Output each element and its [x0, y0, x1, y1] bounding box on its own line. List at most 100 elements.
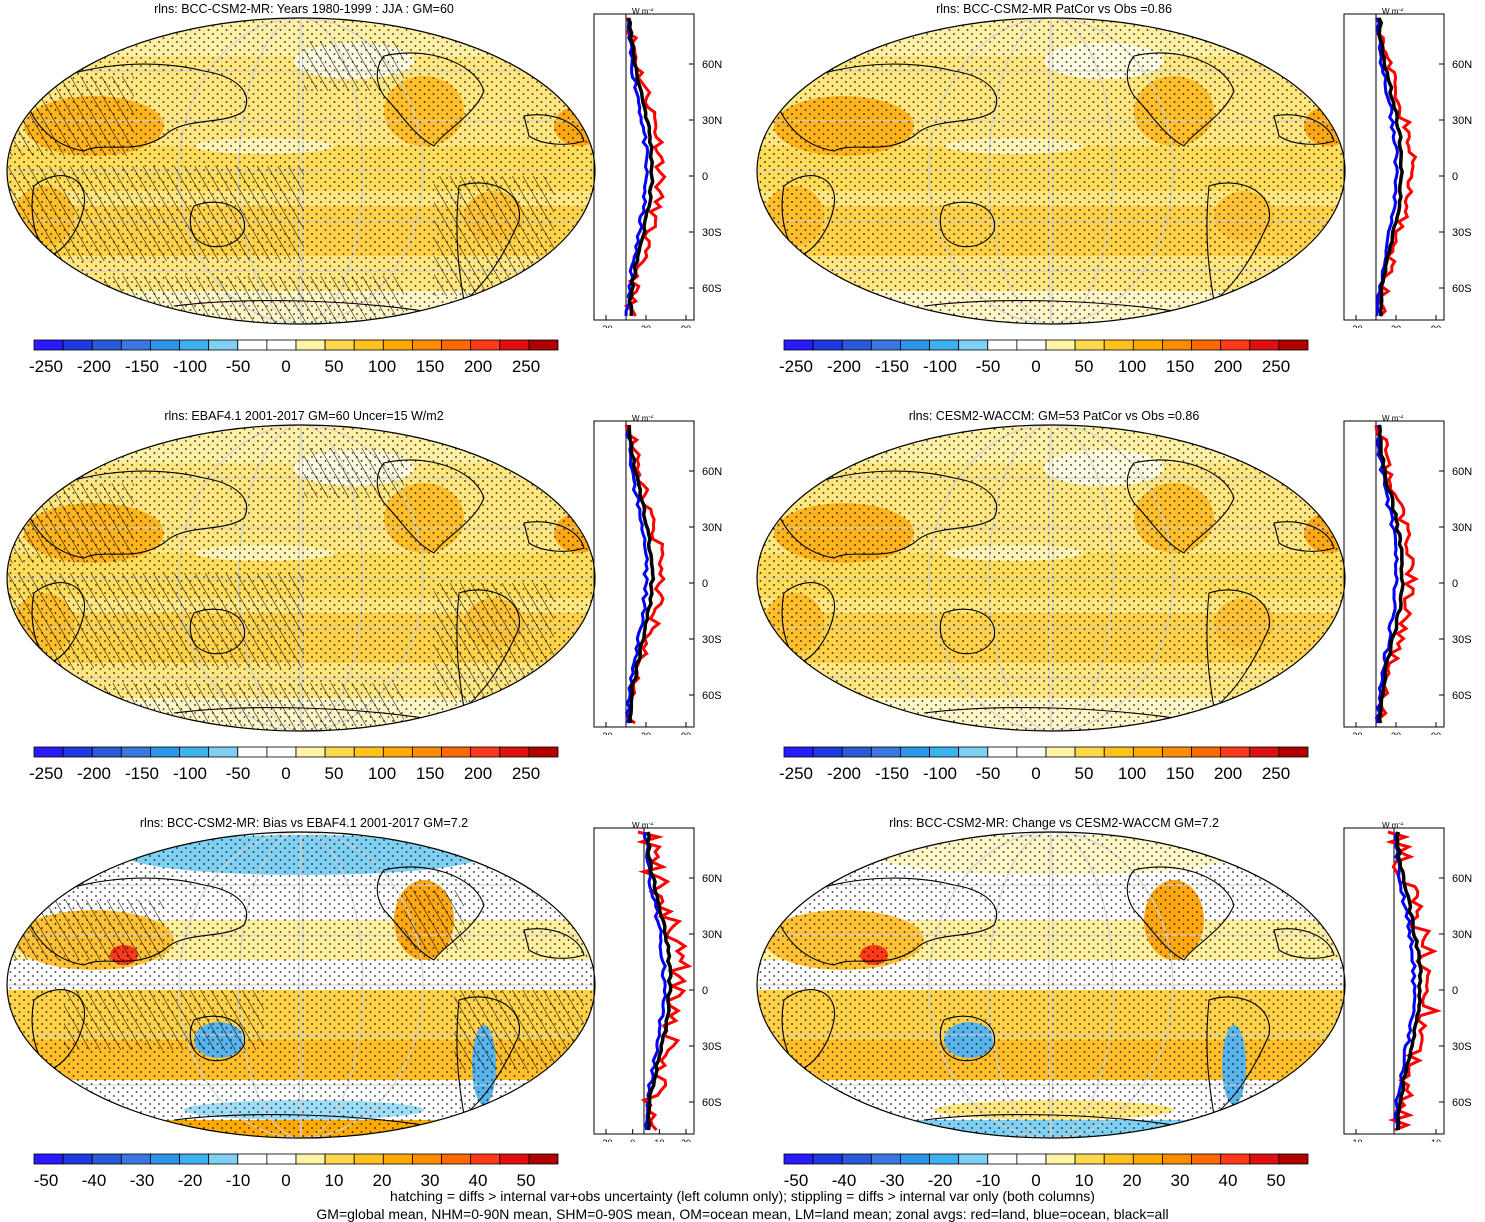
zonal-curve: [645, 831, 673, 1131]
panel-title: rlns: EBAF4.1 2001-2017 GM=60 Uncer=15 W…: [164, 409, 444, 423]
colorbar-swatch: [382, 1153, 413, 1165]
colorbar-swatch: [499, 746, 530, 758]
colorbar-swatch: [324, 339, 355, 351]
zonal-curve: [1374, 17, 1418, 318]
colorbar-swatch: [353, 339, 384, 351]
colorbar-swatch: [295, 1153, 326, 1165]
footnote-line-2: GM=global mean, NHM=0-90N mean, SHM=0-90…: [316, 1206, 1169, 1222]
world-map: [6, 831, 596, 1139]
world-map: [6, 424, 596, 732]
colorbar-swatch: [987, 746, 1018, 758]
zonal-curve: [1377, 17, 1405, 317]
x-tick-label: 10: [654, 1138, 664, 1142]
colorbar-swatch: [62, 746, 93, 758]
colorbar-label: -30: [880, 1171, 905, 1190]
colorbar: -250 -200 -150 -100 -50 0 50 100 150 200 250: [779, 339, 1309, 376]
colorbar-swatch: [324, 746, 355, 758]
lat-tick-label: 30S: [702, 634, 722, 646]
colorbar-swatch: [900, 746, 930, 758]
colorbar: -250 -200 -150 -100 -50 0 50 100 150 200 250: [29, 339, 559, 376]
colorbar-swatch: [353, 1153, 384, 1165]
lat-tick-label: 30N: [702, 115, 722, 127]
colorbar-label: -50: [34, 1171, 59, 1190]
colorbar-swatch: [1016, 746, 1047, 758]
zonal-curve: [1374, 424, 1420, 724]
colorbar-swatch: [62, 339, 93, 351]
lat-tick-label: 60S: [1452, 283, 1472, 295]
lat-tick-label: 60N: [1452, 59, 1472, 71]
lat-tick-label: 30N: [702, 929, 722, 941]
lat-tick-label: 60S: [702, 690, 722, 702]
colorbar-label: 0: [281, 357, 290, 376]
zonal-curve: [1377, 424, 1405, 724]
colorbar-label: 40: [469, 1171, 488, 1190]
colorbar-swatch: [208, 746, 239, 758]
zonal-profile: W m-2 60N 30N 0 30S 60S -30 30 90: [1343, 8, 1472, 328]
colorbar-swatch: [1074, 1153, 1105, 1165]
colorbar-swatch: [150, 746, 180, 758]
x-tick-label: 30: [1391, 324, 1401, 328]
colorbar-label: 0: [1031, 1171, 1040, 1190]
zonal-profile: W m-2 60N 30N 0 30S 60S -10 10: [1343, 822, 1472, 1142]
colorbar-swatch: [295, 339, 326, 351]
colorbar-swatch: [266, 1153, 297, 1165]
colorbar-label: 0: [1031, 764, 1040, 783]
colorbar-swatch: [382, 746, 413, 758]
colorbar-swatch: [1191, 1153, 1222, 1165]
colorbar: -250 -200 -150 -100 -50 0 50 100 150 200 250: [779, 746, 1309, 783]
colorbar-label: 150: [1166, 357, 1194, 376]
colorbar-swatch: [33, 1153, 64, 1165]
colorbar-swatch: [382, 339, 413, 351]
panel-bcc-change: rlns: BCC-CSM2-MR: Change vs CESM2-WACCM…: [754, 814, 1485, 1219]
colorbar-label: 250: [512, 357, 540, 376]
colorbar-swatch: [412, 1153, 442, 1165]
colorbar-label: -40: [832, 1171, 857, 1190]
world-map: [6, 17, 596, 325]
colorbar-swatch: [812, 746, 843, 758]
colorbar-swatch: [841, 339, 872, 351]
colorbar-swatch: [1074, 339, 1105, 351]
zonal-curve: [624, 17, 650, 316]
colorbar-swatch: [412, 339, 442, 351]
panel-title: rlns: CESM2-WACCM: GM=53 PatCor vs Obs =…: [908, 409, 1200, 423]
colorbar-swatch: [150, 339, 180, 351]
zonal-curve: [627, 425, 656, 724]
colorbar-label: -200: [77, 764, 111, 783]
colorbar-swatch: [783, 746, 814, 758]
colorbar-swatch: [1103, 339, 1134, 351]
colorbar-swatch: [208, 1153, 239, 1165]
x-tick-label: -30: [599, 324, 612, 328]
colorbar-swatch: [900, 339, 930, 351]
world-map: [756, 424, 1346, 732]
colorbar-swatch: [870, 339, 901, 351]
colorbar-swatch: [1132, 1153, 1163, 1165]
colorbar-label: 30: [421, 1171, 440, 1190]
colorbar-label: -150: [125, 357, 159, 376]
colorbar-swatch: [1132, 746, 1163, 758]
colorbar-swatch: [1162, 339, 1192, 351]
colorbar-swatch: [1278, 339, 1309, 351]
colorbar-label: 100: [368, 357, 396, 376]
colorbar-swatch: [91, 339, 122, 351]
colorbar-swatch: [150, 1153, 180, 1165]
colorbar-swatch: [1278, 746, 1309, 758]
colorbar-swatch: [266, 746, 297, 758]
colorbar-swatch: [528, 339, 559, 351]
colorbar-label: 100: [368, 764, 396, 783]
lat-tick-label: 30S: [702, 1041, 722, 1053]
colorbar-label: 100: [1118, 357, 1146, 376]
panel-bcc-climatology: rlns: BCC-CSM2-MR: Years 1980-1999 : JJA…: [4, 0, 744, 405]
colorbar-swatch: [412, 746, 442, 758]
lat-tick-label: 30N: [702, 522, 722, 534]
x-tick-label: 30: [1391, 731, 1401, 735]
zonal-profile: W m-2 60N 30N 0 30S 60S -20 0 10 20: [593, 822, 722, 1142]
colorbar-label: -200: [827, 357, 861, 376]
colorbar-swatch: [929, 339, 960, 351]
lat-tick-label: 0: [1452, 578, 1458, 590]
lat-tick-label: 0: [702, 578, 708, 590]
lat-tick-label: 0: [702, 171, 708, 183]
x-tick-label: 90: [681, 324, 691, 328]
colorbar-swatch: [1132, 339, 1163, 351]
colorbar-label: 50: [1075, 764, 1094, 783]
colorbar-label: -50: [976, 764, 1001, 783]
